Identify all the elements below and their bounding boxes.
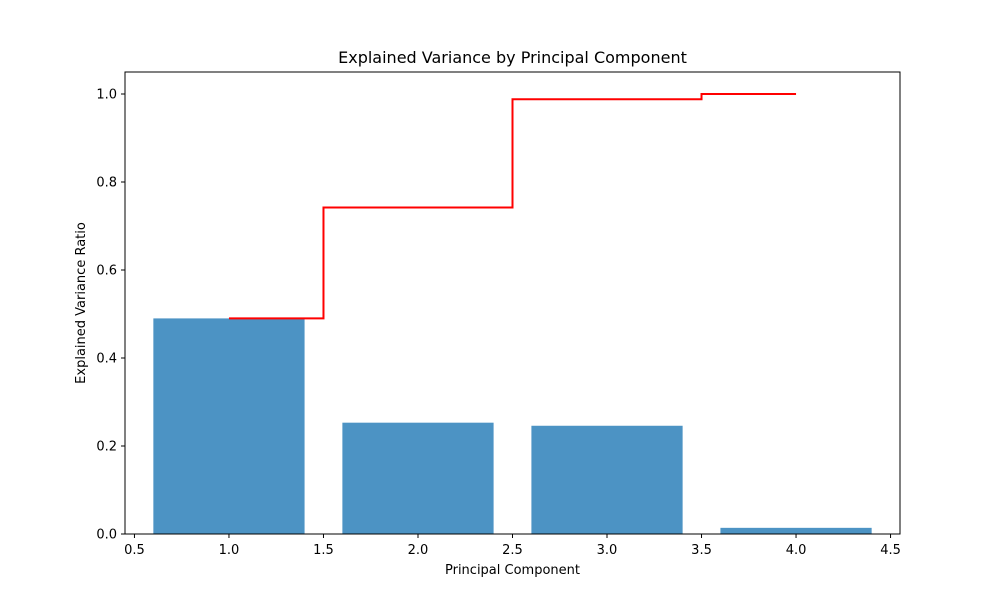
bars-layer — [153, 318, 872, 534]
y-tick-label: 0.0 — [96, 528, 117, 543]
x-tick-label: 4.0 — [786, 543, 807, 558]
y-axis-label: Explained Variance Ratio — [74, 222, 89, 384]
y-axis-ticks: 0.0 0.2 0.4 0.6 0.8 1.0 — [96, 88, 125, 543]
x-tick-label: 1.5 — [313, 543, 334, 558]
x-tick-label: 4.5 — [880, 543, 901, 558]
bar-1 — [153, 318, 305, 534]
x-tick-label: 3.0 — [597, 543, 618, 558]
y-tick-label: 0.2 — [96, 440, 117, 455]
cumulative-variance-step-line — [228, 93, 797, 320]
y-tick-label: 0.6 — [96, 264, 117, 279]
x-tick-label: 1.0 — [219, 543, 240, 558]
chart-title: Explained Variance by Principal Componen… — [338, 48, 687, 67]
x-tick-label: 2.5 — [502, 543, 523, 558]
bar-3 — [531, 425, 683, 534]
y-tick-label: 0.8 — [96, 176, 117, 191]
x-tick-label: 0.5 — [124, 543, 145, 558]
x-axis-label: Principal Component — [445, 563, 580, 578]
bar-4 — [720, 527, 872, 534]
x-axis-ticks: 0.5 1.0 1.5 2.0 2.5 3.0 3.5 4.0 4.5 — [124, 534, 901, 558]
y-tick-label: 1.0 — [96, 88, 117, 103]
step-layer — [228, 93, 797, 320]
x-tick-label: 2.0 — [408, 543, 429, 558]
y-tick-label: 0.4 — [96, 352, 117, 367]
x-tick-label: 3.5 — [691, 543, 712, 558]
bar-2 — [342, 422, 494, 534]
